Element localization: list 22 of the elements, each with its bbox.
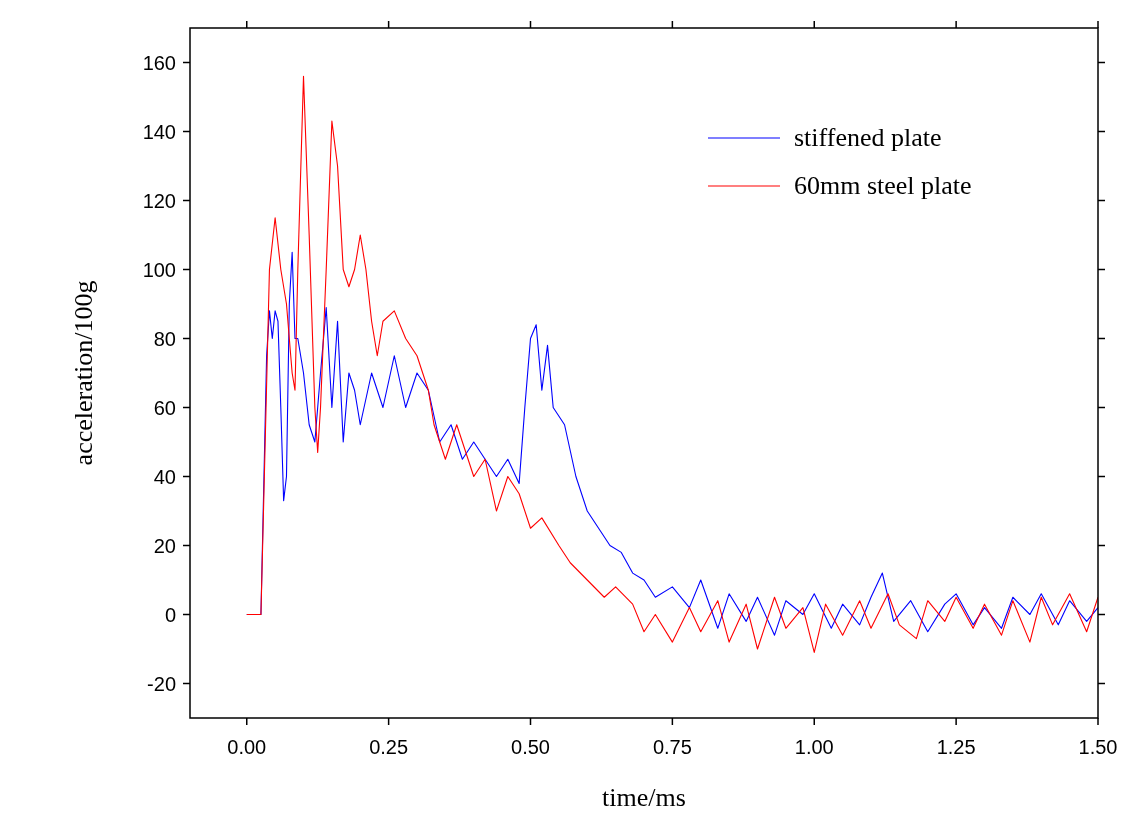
y-axis-title: acceleration/100g xyxy=(69,280,98,466)
x-tick-label: 0.00 xyxy=(227,736,267,758)
legend-label: 60mm steel plate xyxy=(794,171,972,200)
x-axis-title: time/ms xyxy=(602,783,686,812)
x-tick-label: 1.00 xyxy=(794,736,834,758)
y-tick-label: 160 xyxy=(142,51,176,74)
y-tick-label: 20 xyxy=(153,534,176,557)
y-tick-label: 80 xyxy=(153,327,176,350)
legend-label: stiffened plate xyxy=(794,123,942,152)
y-tick-label: 140 xyxy=(142,120,176,143)
y-tick-label: 0 xyxy=(164,603,176,626)
line-series xyxy=(246,75,1098,653)
x-tick-label: 1.25 xyxy=(936,736,976,758)
y-tick-label: 100 xyxy=(142,258,176,281)
y-tick-label: -20 xyxy=(147,672,176,695)
x-tick-label: 0.50 xyxy=(511,736,550,758)
y-tick-label: 40 xyxy=(153,465,176,488)
x-tick-label: 0.25 xyxy=(369,736,409,758)
x-tick-label: 0.75 xyxy=(652,736,692,758)
y-tick-label: 60 xyxy=(153,396,176,419)
x-tick-label: 1.50 xyxy=(1078,736,1118,758)
y-tick-label: 120 xyxy=(142,189,176,212)
